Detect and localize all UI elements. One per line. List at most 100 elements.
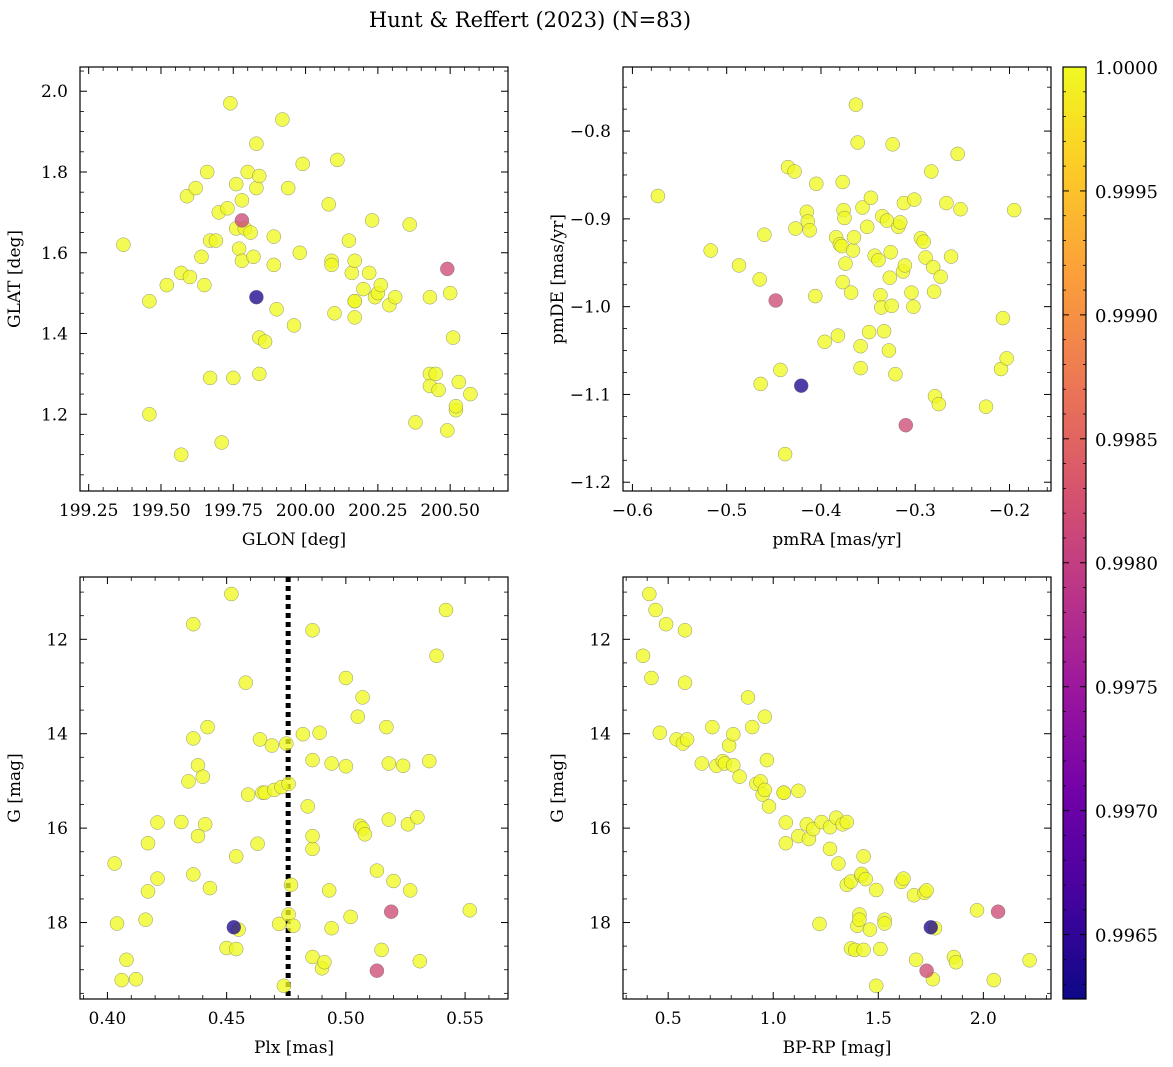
data-point <box>448 398 464 414</box>
data-point <box>243 225 258 240</box>
data-point <box>347 310 362 325</box>
data-point <box>374 942 389 958</box>
data-point <box>402 217 417 232</box>
x-tick-label: 0.40 <box>88 1009 126 1029</box>
data-point <box>350 709 366 724</box>
data-point <box>223 96 238 111</box>
data-point <box>809 176 824 192</box>
y-tick-label: 1.6 <box>41 244 68 264</box>
data-point <box>926 284 942 299</box>
data-point <box>257 334 273 349</box>
data-point <box>757 709 773 724</box>
data-point <box>694 756 710 771</box>
data-point <box>855 200 870 215</box>
y-tick-label: 12 <box>589 630 611 650</box>
data-point <box>252 366 267 382</box>
data-point <box>802 223 817 238</box>
data-point <box>200 719 215 735</box>
data-point <box>238 675 253 690</box>
x-tick-label: −0.4 <box>800 501 841 521</box>
y-tick-label: 2.0 <box>41 82 68 102</box>
data-point <box>195 769 211 784</box>
colorbar-tick-label: 0.9990 <box>1095 306 1158 327</box>
data-point <box>295 726 311 742</box>
data-point <box>877 916 892 931</box>
data-point <box>128 971 144 987</box>
data-point <box>327 306 342 321</box>
x-tick-label: 199.75 <box>204 501 263 521</box>
x-tick-label: 0.55 <box>446 1009 484 1029</box>
data-point <box>883 244 898 260</box>
data-point <box>817 334 832 350</box>
data-point <box>138 912 153 927</box>
data-point <box>885 137 900 152</box>
x-tick-label: 200.25 <box>348 501 407 521</box>
data-point <box>839 814 855 830</box>
data-point <box>705 719 720 735</box>
data-point <box>923 920 939 935</box>
data-point <box>822 841 838 857</box>
data-point <box>919 883 934 898</box>
data-point <box>788 221 803 236</box>
data-point <box>140 884 156 899</box>
data-point <box>234 213 250 228</box>
data-point <box>793 378 809 393</box>
data-point <box>214 435 229 450</box>
data-point <box>1022 953 1037 968</box>
x-tick-label: 2.0 <box>970 1009 997 1029</box>
colorbar-tick-label: 0.9970 <box>1095 802 1158 823</box>
data-point <box>881 343 897 358</box>
data-point <box>283 877 299 893</box>
data-point <box>330 152 345 168</box>
data-point <box>677 623 693 638</box>
data-point <box>174 814 189 830</box>
data-point <box>190 828 206 844</box>
panel-glon-glat: 199.25 199.50 199.75 200.00 200.25 200.50 1.2 1… <box>5 66 509 550</box>
data-point <box>731 258 747 273</box>
colorbar-tick-label: 1.0000 <box>1095 58 1158 79</box>
data-point <box>292 245 308 261</box>
data-point <box>978 399 994 414</box>
data-point <box>898 417 914 433</box>
colorbar-gradient <box>1063 67 1086 999</box>
data-point <box>1006 202 1022 218</box>
data-point <box>440 423 455 438</box>
data-point <box>882 270 898 285</box>
data-point <box>451 374 467 390</box>
data-point <box>999 351 1014 366</box>
x-tick-label: −0.6 <box>612 501 653 521</box>
data-point <box>892 215 908 230</box>
data-point <box>635 648 651 664</box>
data-point <box>916 234 931 249</box>
data-point <box>279 736 294 751</box>
data-point <box>679 732 695 747</box>
data-point <box>383 904 399 919</box>
x-axis-label: BP-RP [mag] <box>783 1038 892 1058</box>
data-point <box>119 952 134 968</box>
data-point <box>381 812 397 827</box>
data-point <box>249 289 264 305</box>
data-point <box>305 623 320 638</box>
data-point <box>324 920 339 936</box>
data-point <box>856 849 871 864</box>
data-point <box>142 407 157 422</box>
data-point <box>208 233 224 248</box>
data-point <box>373 277 389 293</box>
data-point <box>431 382 446 398</box>
data-point <box>197 817 213 832</box>
data-point <box>925 259 941 275</box>
x-tick-label: −0.5 <box>706 501 747 521</box>
data-point <box>317 954 332 970</box>
data-point <box>863 190 879 206</box>
data-point <box>312 725 327 741</box>
axes-frame <box>622 66 1052 492</box>
data-point <box>422 753 437 769</box>
x-tick-label: 1.0 <box>760 1009 787 1029</box>
data-point <box>845 243 861 258</box>
data-point <box>429 648 444 664</box>
data-point <box>321 197 336 212</box>
data-point <box>295 156 310 172</box>
data-point <box>850 135 865 150</box>
data-point <box>778 815 794 830</box>
data-point <box>726 726 741 742</box>
